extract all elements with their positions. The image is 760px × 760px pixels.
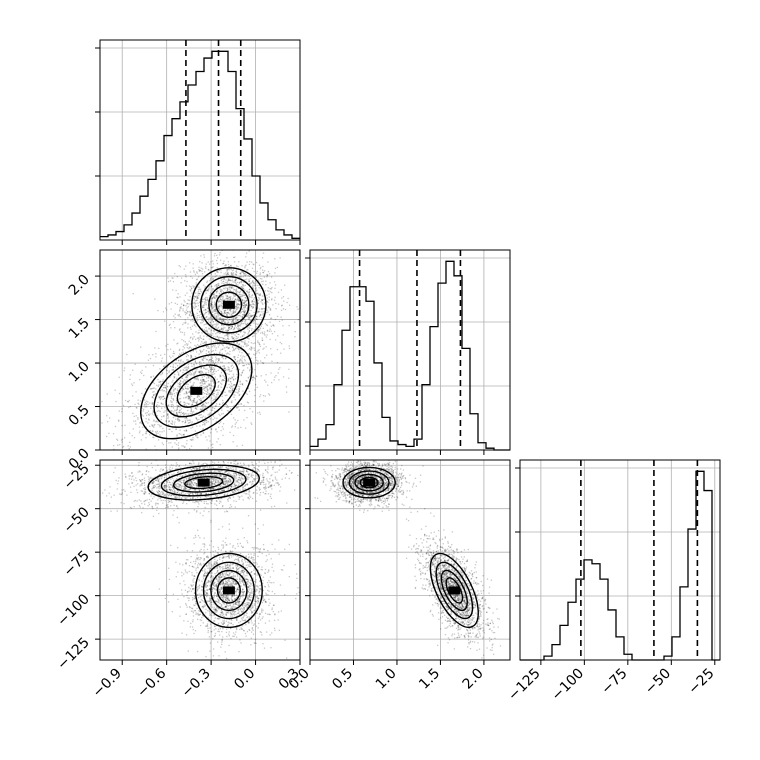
y-tick-label: 1.5 [66,315,93,342]
scatter-panel-0-2: −0.9 −0.6 −0.3 0.0 0.3−125−100−75−50−25 [54,459,303,701]
panel-frame [309,459,511,661]
y-tick-label: 0.5 [66,402,93,429]
x-tick-label: −25 [685,666,717,698]
density-layer [314,460,502,659]
scatter-panel-1-2: 0.0 0.5 1.0 1.5 2.0 [286,459,511,693]
density-peak [222,586,235,595]
scatter-panel-0-1: 0.00.51.01.52.0 [66,249,301,473]
panel-frame [309,249,511,451]
density-contour [348,470,390,495]
x-tick-label: −50 [642,666,674,698]
x-tick-label: 0.5 [329,666,356,693]
panel-frame [519,459,721,661]
density-peak [222,300,235,309]
density-contour [153,353,240,428]
density-layer [101,250,300,450]
histogram-step-line [100,50,300,239]
density-peak [448,586,461,595]
x-tick-label: 1.0 [373,666,400,693]
y-tick-label: −125 [54,635,93,674]
density-peak [190,386,203,395]
y-tick-label: 2.0 [66,272,93,299]
density-contour [200,275,258,334]
histogram-step-line [520,470,720,661]
panel-frame [99,459,301,661]
histogram-step-line [310,260,510,451]
density-contour [359,476,379,489]
scatter-points [100,460,299,524]
grid [100,40,301,240]
density-contour [216,577,241,604]
y-tick-label: −75 [61,548,93,580]
x-tick-label: −75 [598,666,630,698]
density-contour [208,284,250,326]
histogram-panel-2: −125 −100 −75 −50 −25 [505,459,721,705]
density-contour [202,561,255,620]
histogram-panel-0 [95,39,301,245]
y-tick-label: −50 [61,504,93,536]
density-contour [140,342,253,440]
density-contour [147,464,260,501]
x-tick-label: −125 [505,666,544,705]
density-contour [354,473,384,492]
x-tick-label: 1.5 [416,666,443,693]
density-peak [197,478,210,487]
density-contour [191,267,267,343]
density-layer [100,460,300,660]
density-contour [215,291,243,319]
grid [309,250,510,450]
y-tick-label: −100 [54,591,93,630]
density-contour [194,552,263,629]
density-contour [176,373,216,408]
density-contour [429,552,479,629]
density-contour [210,569,248,612]
x-tick-label: −0.6 [134,665,169,700]
y-tick-label: −25 [61,461,93,493]
panel-frame [99,249,301,451]
histogram-panel-1 [305,249,511,455]
density-contour [342,466,396,499]
y-tick-label: 1.0 [66,359,93,386]
x-tick-label: −100 [549,666,588,705]
density-contour [160,468,247,497]
grid [309,460,510,660]
density-contour [440,569,468,612]
x-tick-label: 0.0 [231,666,258,693]
grid [520,460,720,660]
x-tick-label: 2.0 [460,666,487,693]
panel-frame [99,39,301,241]
x-tick-label: −0.3 [179,666,214,701]
scatter-points [158,500,300,660]
density-contour [184,475,224,490]
density-contour [435,561,474,620]
density-contour [173,472,235,493]
x-tick-label: −0.9 [90,666,125,701]
density-contour [165,364,227,418]
density-peak [363,478,376,487]
